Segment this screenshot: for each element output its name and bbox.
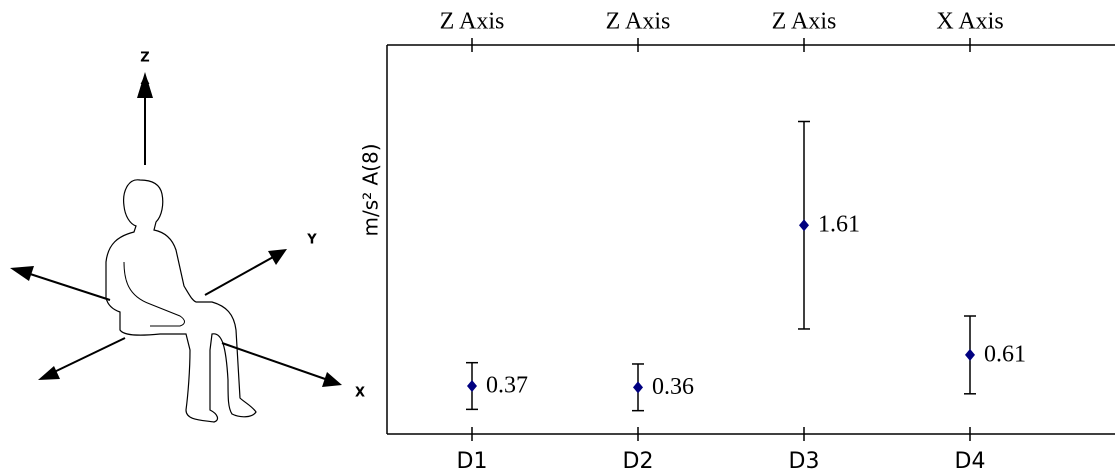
data-label: 1.61 (818, 212, 860, 238)
point (965, 348, 975, 361)
arrowhead (322, 372, 342, 387)
top-tick-label: Z Axis (606, 9, 671, 35)
x-tick-label: D1 (457, 449, 488, 474)
x-tick-label: D3 (789, 449, 820, 474)
person-arm (123, 261, 185, 327)
x-arrow (221, 342, 329, 381)
data-label: 0.36 (652, 374, 694, 400)
data-label: 0.61 (984, 341, 1026, 367)
z-arrowhead (137, 72, 153, 98)
top-tick-label: Z Axis (440, 9, 505, 35)
arrowhead (10, 266, 34, 281)
top-tick-label: Z Axis (772, 9, 837, 35)
arrowhead (38, 366, 60, 380)
point (799, 219, 809, 232)
x-back-arrow (49, 337, 126, 375)
y-arrow (204, 255, 276, 296)
plot (386, 44, 1115, 435)
person-outline (105, 179, 257, 423)
seated-person-diagram (10, 72, 342, 423)
point (633, 381, 643, 394)
top-tick-label: X Axis (936, 9, 1003, 35)
x-tick-label: D4 (955, 449, 986, 474)
diagram-axis-label: Z (140, 51, 149, 66)
arrowhead (268, 249, 287, 265)
point (467, 380, 477, 393)
y-back-arrow (23, 271, 111, 301)
diagram-axis-label: Y (306, 233, 317, 248)
y-axis-label: m/s² A(8) (359, 143, 383, 236)
diagram-axis-label: X (355, 386, 365, 401)
data-label: 0.37 (486, 373, 528, 399)
x-tick-label: D2 (623, 449, 654, 474)
